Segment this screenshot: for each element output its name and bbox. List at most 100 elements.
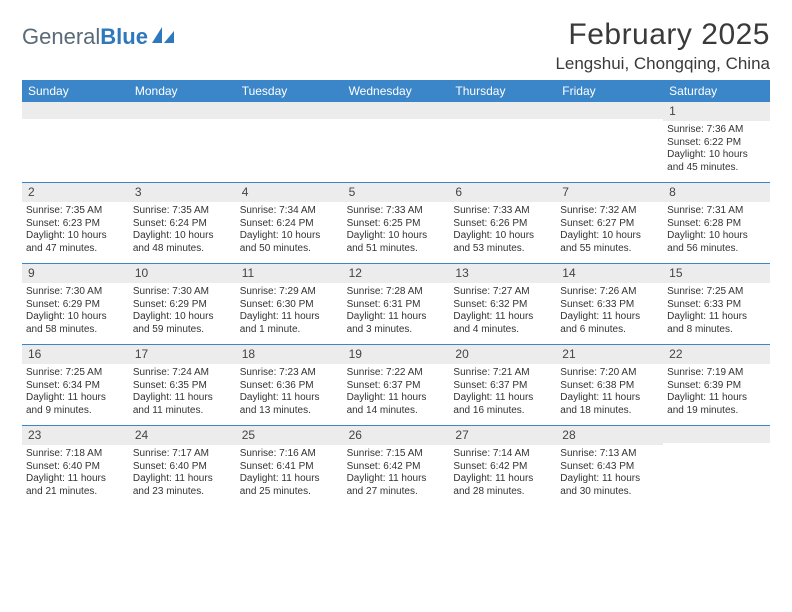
- day-info-line: Sunrise: 7:34 AM: [240, 205, 339, 218]
- day-info-line: Daylight: 11 hours and 28 minutes.: [453, 473, 552, 498]
- day-info-line: Sunset: 6:42 PM: [453, 461, 552, 474]
- calendar-cell: 28Sunrise: 7:13 AMSunset: 6:43 PMDayligh…: [556, 426, 663, 506]
- day-number: 22: [663, 345, 770, 364]
- day-info-line: Sunrise: 7:30 AM: [26, 286, 125, 299]
- calendar-cell: 3Sunrise: 7:35 AMSunset: 6:24 PMDaylight…: [129, 183, 236, 263]
- day-number: 19: [343, 345, 450, 364]
- day-info-line: Daylight: 11 hours and 16 minutes.: [453, 392, 552, 417]
- calendar-cell: [22, 102, 129, 182]
- day-number: 14: [556, 264, 663, 283]
- calendar-week: 23Sunrise: 7:18 AMSunset: 6:40 PMDayligh…: [22, 425, 770, 506]
- day-info-line: Sunrise: 7:33 AM: [453, 205, 552, 218]
- calendar-cell: [556, 102, 663, 182]
- day-info-line: Sunrise: 7:21 AM: [453, 367, 552, 380]
- day-number: 11: [236, 264, 343, 283]
- day-info-line: Sunset: 6:38 PM: [560, 380, 659, 393]
- calendar-cell: 17Sunrise: 7:24 AMSunset: 6:35 PMDayligh…: [129, 345, 236, 425]
- day-info-line: Daylight: 10 hours and 45 minutes.: [667, 149, 766, 174]
- calendar-cell: 22 Sunrise: 7:19 AMSunset: 6:39 PMDayligh…: [663, 345, 770, 425]
- day-info-line: Sunset: 6:32 PM: [453, 299, 552, 312]
- day-number: 15: [663, 264, 770, 283]
- sail-icon: [152, 25, 178, 50]
- day-info-line: Sunset: 6:37 PM: [347, 380, 446, 393]
- calendar-cell: 13Sunrise: 7:27 AMSunset: 6:32 PMDayligh…: [449, 264, 556, 344]
- day-info-line: Daylight: 10 hours and 47 minutes.: [26, 230, 125, 255]
- day-info-line: Sunrise: 7:35 AM: [133, 205, 232, 218]
- day-number: 16: [22, 345, 129, 364]
- day-info-line: Sunset: 6:40 PM: [26, 461, 125, 474]
- day-info-line: Sunrise: 7:25 AM: [26, 367, 125, 380]
- day-number: 17: [129, 345, 236, 364]
- day-info-line: Sunrise: 7:32 AM: [560, 205, 659, 218]
- calendar-cell: 2Sunrise: 7:35 AMSunset: 6:23 PMDaylight…: [22, 183, 129, 263]
- day-info-line: Sunrise: 7:31 AM: [667, 205, 766, 218]
- day-info-line: Sunrise: 7:19 AM: [667, 367, 766, 380]
- calendar-cell: 25Sunrise: 7:16 AMSunset: 6:41 PMDayligh…: [236, 426, 343, 506]
- day-info-line: Sunrise: 7:23 AM: [240, 367, 339, 380]
- day-of-week-label: Monday: [129, 80, 236, 102]
- day-info-line: Sunrise: 7:22 AM: [347, 367, 446, 380]
- day-info-line: Daylight: 11 hours and 9 minutes.: [26, 392, 125, 417]
- day-info-line: Sunset: 6:40 PM: [133, 461, 232, 474]
- calendar-cell: 15Sunrise: 7:25 AMSunset: 6:33 PMDayligh…: [663, 264, 770, 344]
- day-number: [236, 102, 343, 119]
- day-info-line: Sunset: 6:39 PM: [667, 380, 766, 393]
- day-info-line: Daylight: 11 hours and 18 minutes.: [560, 392, 659, 417]
- day-info-line: Daylight: 11 hours and 27 minutes.: [347, 473, 446, 498]
- day-info-line: Daylight: 11 hours and 8 minutes.: [667, 311, 766, 336]
- day-info-line: Sunrise: 7:14 AM: [453, 448, 552, 461]
- day-info-line: Daylight: 11 hours and 6 minutes.: [560, 311, 659, 336]
- calendar-cell: 6Sunrise: 7:33 AMSunset: 6:26 PMDaylight…: [449, 183, 556, 263]
- day-of-week-label: Tuesday: [236, 80, 343, 102]
- day-number: 25: [236, 426, 343, 445]
- day-info-line: Sunrise: 7:27 AM: [453, 286, 552, 299]
- day-info-line: Daylight: 11 hours and 19 minutes.: [667, 392, 766, 417]
- day-info-line: Sunrise: 7:28 AM: [347, 286, 446, 299]
- day-info-line: Daylight: 11 hours and 11 minutes.: [133, 392, 232, 417]
- location-label: Lengshui, Chongqing, China: [555, 54, 770, 74]
- calendar-cell: 5Sunrise: 7:33 AMSunset: 6:25 PMDaylight…: [343, 183, 450, 263]
- day-number: 21: [556, 345, 663, 364]
- calendar-cell: 20Sunrise: 7:21 AMSunset: 6:37 PMDayligh…: [449, 345, 556, 425]
- calendar-cell: 4Sunrise: 7:34 AMSunset: 6:24 PMDaylight…: [236, 183, 343, 263]
- day-number: [663, 426, 770, 443]
- day-number: 28: [556, 426, 663, 445]
- calendar-cell: [343, 102, 450, 182]
- day-number: 26: [343, 426, 450, 445]
- day-info-line: Sunset: 6:31 PM: [347, 299, 446, 312]
- day-info-line: Sunrise: 7:24 AM: [133, 367, 232, 380]
- day-info-line: Sunrise: 7:26 AM: [560, 286, 659, 299]
- day-info-line: Daylight: 11 hours and 21 minutes.: [26, 473, 125, 498]
- day-info-line: Daylight: 10 hours and 55 minutes.: [560, 230, 659, 255]
- day-info-line: Sunrise: 7:16 AM: [240, 448, 339, 461]
- day-info-line: Daylight: 11 hours and 25 minutes.: [240, 473, 339, 498]
- day-info-line: Daylight: 11 hours and 13 minutes.: [240, 392, 339, 417]
- calendar-week: 1Sunrise: 7:36 AMSunset: 6:22 PMDaylight…: [22, 102, 770, 182]
- day-info-line: Sunset: 6:42 PM: [347, 461, 446, 474]
- day-number: 8: [663, 183, 770, 202]
- day-info-line: Daylight: 10 hours and 51 minutes.: [347, 230, 446, 255]
- day-info-line: Sunrise: 7:18 AM: [26, 448, 125, 461]
- day-number: 13: [449, 264, 556, 283]
- calendar-cell: 18Sunrise: 7:23 AMSunset: 6:36 PMDayligh…: [236, 345, 343, 425]
- calendar-cell: [663, 426, 770, 506]
- day-number: 2: [22, 183, 129, 202]
- day-info-line: Sunset: 6:24 PM: [133, 218, 232, 231]
- month-title: February 2025: [555, 18, 770, 52]
- calendar-cell: 24Sunrise: 7:17 AMSunset: 6:40 PMDayligh…: [129, 426, 236, 506]
- day-info-line: Sunrise: 7:35 AM: [26, 205, 125, 218]
- day-info-line: Sunset: 6:30 PM: [240, 299, 339, 312]
- day-number: 5: [343, 183, 450, 202]
- day-info-line: Daylight: 10 hours and 56 minutes.: [667, 230, 766, 255]
- day-info-line: Sunset: 6:28 PM: [667, 218, 766, 231]
- day-info-line: Sunrise: 7:20 AM: [560, 367, 659, 380]
- day-info-line: Sunset: 6:33 PM: [560, 299, 659, 312]
- calendar-cell: [236, 102, 343, 182]
- day-info-line: Sunset: 6:34 PM: [26, 380, 125, 393]
- day-number: 10: [129, 264, 236, 283]
- calendar-cell: [449, 102, 556, 182]
- day-info-line: Sunset: 6:25 PM: [347, 218, 446, 231]
- calendar-cell: 7Sunrise: 7:32 AMSunset: 6:27 PMDaylight…: [556, 183, 663, 263]
- day-number: 9: [22, 264, 129, 283]
- header: GeneralBlue February 2025 Lengshui, Chon…: [22, 18, 770, 74]
